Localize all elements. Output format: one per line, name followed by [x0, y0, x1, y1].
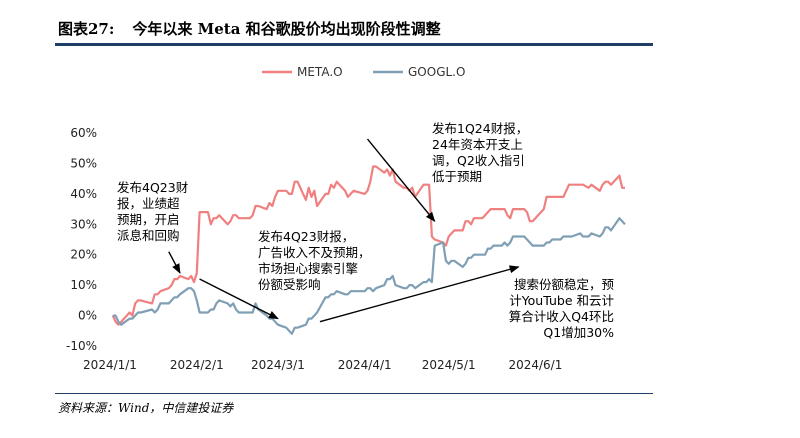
bottom-rule — [55, 393, 653, 394]
annotation-text-line: 搜索份额稳定，预 — [514, 277, 614, 292]
y-tick-label: 40% — [70, 187, 97, 201]
figure-title: 图表27: 今年以来 Meta 和谷歌股价均出现阶段性调整 — [58, 18, 441, 39]
x-tick-label: 2024/1/1 — [83, 358, 137, 372]
annotation-text-line: 市场担心搜索引擎 — [258, 261, 358, 276]
annotation-text-line: 份额受影响 — [258, 277, 321, 292]
legend: META.O GOOGL.O — [262, 65, 465, 79]
top-rule — [55, 43, 653, 46]
source-note: 资料来源：Wind，中信建投证券 — [58, 401, 234, 415]
annotation-text-line: 派息和回购 — [117, 228, 180, 243]
figure-title-text: 今年以来 Meta 和谷歌股价均出现阶段性调整 — [132, 20, 441, 38]
y-tick-label: 20% — [70, 248, 97, 262]
annotation-text-line: 发布4Q23财 — [117, 180, 188, 195]
annotation-text-line: 报，业绩超 — [117, 196, 180, 211]
series-line-meta-o — [111, 165, 625, 326]
series-layer — [111, 165, 626, 335]
annotation-text-line: 广告收入不及预期， — [258, 245, 371, 260]
x-tick-label: 2024/4/1 — [338, 358, 392, 372]
annotation-text-line: 预期，开启 — [117, 212, 180, 227]
annotation-text-line: 计YouTube 和云计 — [509, 293, 614, 308]
annotation-arrow — [168, 251, 181, 274]
y-tick-label: 10% — [70, 278, 97, 292]
annotation-text-line: 24年资本开支上 — [432, 137, 523, 152]
annotation-arrow — [319, 265, 520, 323]
y-axis: -10% 0% 10% 20% 30% 40% 50% 60% — [66, 126, 97, 353]
annotation-arrow — [199, 278, 279, 320]
x-axis: 2024/1/1 2024/2/1 2024/3/1 2024/4/1 2024/5/1… — [83, 358, 562, 372]
y-tick-label: 30% — [70, 217, 97, 231]
annotation-text-line: 低于预期 — [432, 169, 482, 184]
legend-label: GOOGL.O — [408, 65, 465, 79]
annotation-text-line: 发布1Q24财报， — [432, 121, 528, 136]
annotation-text-line: 算合计收入Q4环比 — [509, 309, 614, 324]
x-tick-label: 2024/6/1 — [508, 358, 562, 372]
annotation-text-line: 发布4Q23财报， — [258, 229, 354, 244]
y-tick-label: -10% — [66, 339, 97, 353]
y-tick-label: 0% — [78, 309, 97, 323]
x-tick-label: 2024/2/1 — [170, 358, 224, 372]
legend-label: META.O — [297, 65, 343, 79]
figure-number: 图表27: — [58, 20, 115, 38]
y-tick-label: 60% — [70, 126, 97, 140]
y-tick-label: 50% — [70, 156, 97, 170]
annotation-arrow — [366, 138, 436, 223]
annotation-text-line: 调，Q2收入指引 — [432, 153, 525, 168]
series-line-googl-o — [112, 217, 626, 335]
x-tick-label: 2024/5/1 — [422, 358, 476, 372]
annotation-text-line: Q1增加30% — [543, 325, 614, 340]
x-tick-label: 2024/3/1 — [251, 358, 305, 372]
